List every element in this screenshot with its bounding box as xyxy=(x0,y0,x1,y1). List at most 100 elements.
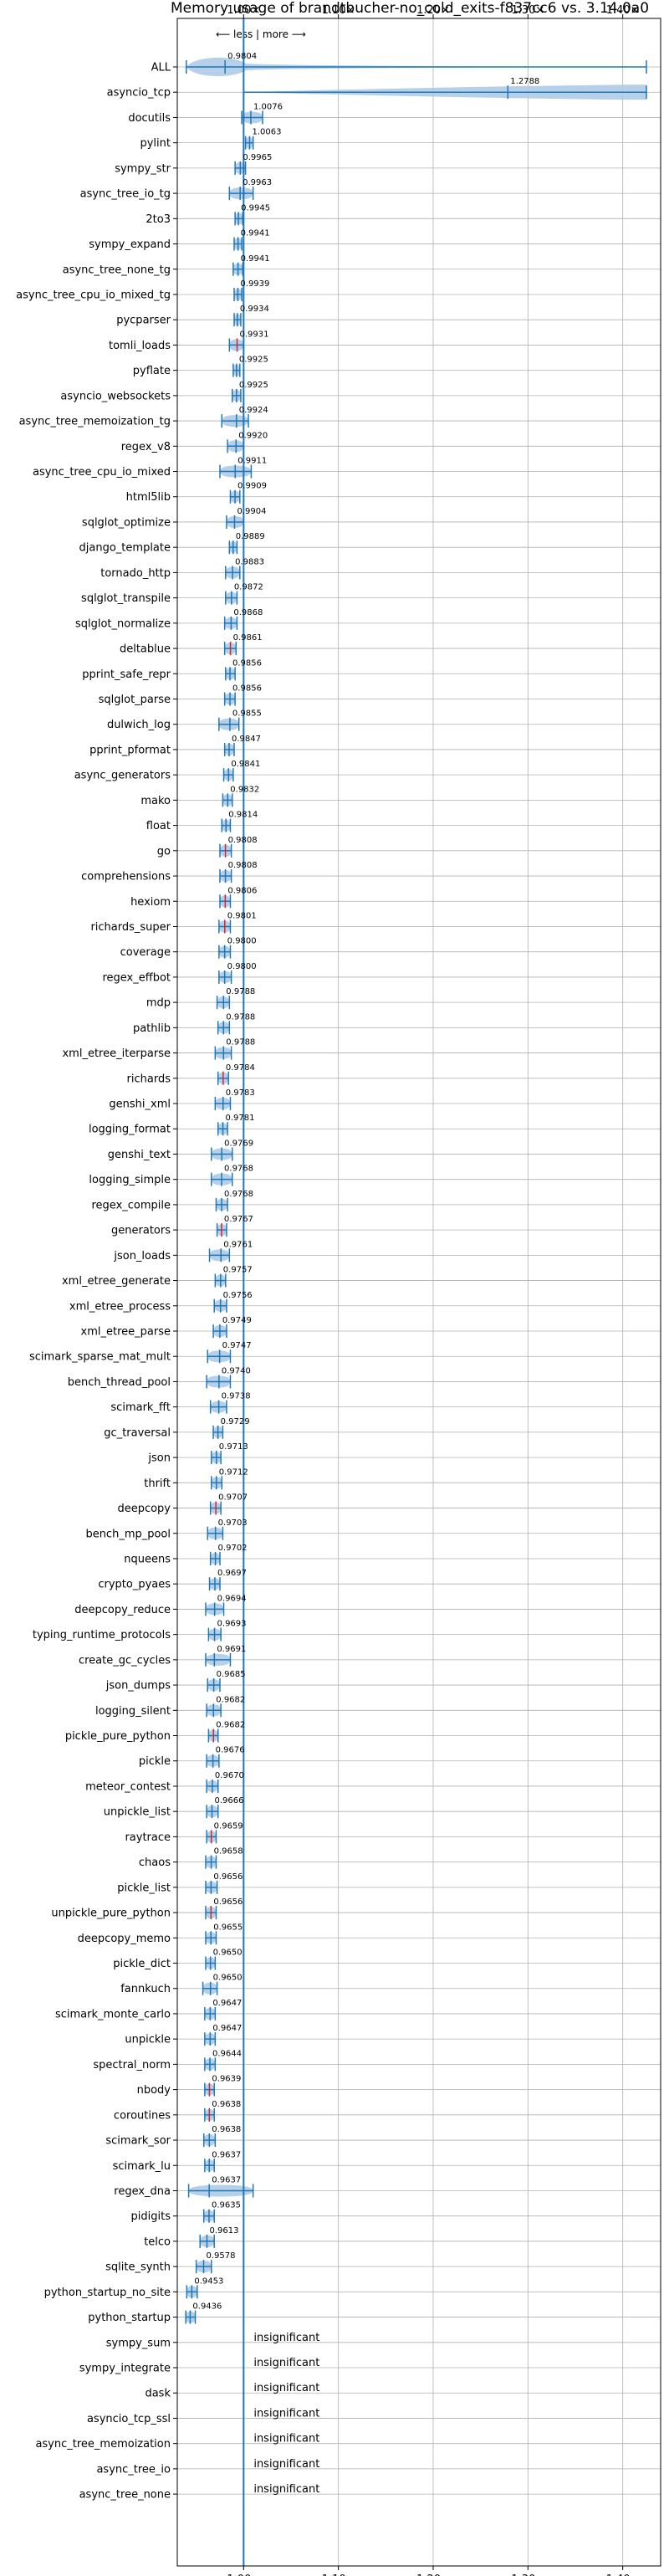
category-label: async_tree_io xyxy=(96,2463,171,2476)
category-label: pprint_pformat xyxy=(89,744,171,756)
insignificant-label: insignificant xyxy=(253,2458,319,2471)
category-label: sympy_str xyxy=(115,162,171,175)
x-tick-label-top: 1.30× xyxy=(511,4,544,17)
category-label: pickle xyxy=(139,1755,171,1768)
data-label: 0.9941 xyxy=(241,229,270,238)
category-label: sympy_expand xyxy=(89,238,171,251)
category-label: dask xyxy=(145,2388,171,2400)
data-label: 0.9924 xyxy=(239,406,268,415)
data-label: 0.9769 xyxy=(224,1139,253,1148)
category-label: pprint_safe_repr xyxy=(82,668,171,681)
category-label: asyncio_websockets xyxy=(60,390,171,402)
category-label: unpickle_list xyxy=(104,1806,171,1819)
data-label: 0.9650 xyxy=(213,1949,243,1958)
data-label: 0.9740 xyxy=(222,1366,251,1375)
data-label: 0.9909 xyxy=(237,482,267,491)
category-label: async_tree_io_tg xyxy=(80,188,171,201)
category-label: sqlglot_normalize xyxy=(75,617,171,630)
category-label: asyncio_tcp xyxy=(107,87,171,100)
category-label: gc_traversal xyxy=(104,1426,171,1439)
data-label: 0.9613 xyxy=(209,2226,238,2235)
category-label: mako xyxy=(140,795,171,807)
direction-hint: ⟵ less | more ⟶ xyxy=(216,28,306,40)
data-label: 0.9889 xyxy=(236,532,265,541)
category-label: scimark_lu xyxy=(113,2160,171,2173)
data-label: 0.9814 xyxy=(228,811,258,820)
category-label: async_tree_none_tg xyxy=(63,264,171,276)
data-label: 0.9729 xyxy=(221,1417,250,1426)
category-label: scimark_sor xyxy=(105,2135,171,2148)
plot-frame xyxy=(176,18,661,2567)
data-label: 0.9841 xyxy=(231,760,260,769)
category-label: bench_thread_pool xyxy=(68,1376,171,1389)
category-label: richards_super xyxy=(90,921,171,934)
category-label: typing_runtime_protocols xyxy=(33,1629,171,1641)
data-label: 0.9920 xyxy=(238,431,268,440)
insignificant-label: insignificant xyxy=(253,2433,319,2445)
data-label: 0.9738 xyxy=(222,1392,251,1401)
insignificant-label: insignificant xyxy=(253,2332,319,2344)
category-label: mdp xyxy=(146,997,171,1010)
data-label: 0.9757 xyxy=(223,1266,253,1275)
data-label: 0.9925 xyxy=(239,381,268,390)
category-label: nbody xyxy=(137,2084,171,2097)
category-label: xml_etree_generate xyxy=(62,1275,171,1288)
category-label: unpickle_pure_python xyxy=(51,1908,171,1920)
data-label: 0.9768 xyxy=(224,1190,253,1199)
category-label: genshi_xml xyxy=(109,1099,171,1111)
category-label: pickle_pure_python xyxy=(65,1730,171,1743)
data-label: 0.9712 xyxy=(219,1467,248,1477)
category-label: comprehensions xyxy=(81,871,171,883)
category-label: async_tree_none xyxy=(79,2489,171,2502)
category-label: async_generators xyxy=(74,770,171,782)
insignificant-label: insignificant xyxy=(253,2483,319,2496)
chart-title: Memory usage of brandtbucher-no_cold_exi… xyxy=(171,0,649,17)
data-label: 0.9703 xyxy=(218,1518,248,1528)
category-label: sqlglot_parse xyxy=(99,694,171,706)
category-label: json_loads xyxy=(113,1250,171,1262)
data-label: 0.9934 xyxy=(240,305,269,314)
category-label: sqlglot_transpile xyxy=(81,592,171,605)
data-label: 0.9637 xyxy=(212,2175,241,2184)
data-label: 0.9659 xyxy=(214,1821,243,1831)
category-label: spectral_norm xyxy=(93,2059,171,2072)
data-label: 0.9638 xyxy=(212,2100,241,2109)
data-label: 0.9808 xyxy=(228,861,258,870)
category-label: chaos xyxy=(139,1856,171,1869)
data-label: 0.9784 xyxy=(226,1063,255,1073)
category-label: pathlib xyxy=(133,1022,171,1035)
data-label: 0.9931 xyxy=(240,330,269,339)
data-label: 1.0076 xyxy=(253,102,283,111)
category-label: regex_dna xyxy=(114,2185,171,2198)
data-label: 0.9883 xyxy=(235,557,264,566)
category-label: unpickle xyxy=(125,2034,171,2046)
category-label: scimark_monte_carlo xyxy=(55,2008,171,2020)
data-label: 0.9644 xyxy=(212,2049,242,2058)
category-label: async_tree_memoization xyxy=(35,2438,171,2451)
category-label: richards xyxy=(127,1073,171,1085)
category-label: hexiom xyxy=(130,896,171,909)
data-label: 0.9872 xyxy=(234,583,263,592)
category-label: xml_etree_iterparse xyxy=(62,1047,171,1060)
data-label: 0.9647 xyxy=(212,1999,242,2008)
category-label: bench_mp_pool xyxy=(85,1528,171,1540)
data-label: 0.9939 xyxy=(240,279,269,289)
category-label: ALL xyxy=(151,62,171,74)
category-label: float xyxy=(146,820,171,832)
data-label: 0.9656 xyxy=(213,1897,243,1907)
data-label: 0.9676 xyxy=(216,1746,245,1755)
data-label: 0.9806 xyxy=(227,886,257,895)
data-label: 0.9756 xyxy=(223,1291,253,1300)
data-label: 1.2788 xyxy=(510,77,539,86)
data-label: 0.9808 xyxy=(228,836,258,845)
data-label: 0.9783 xyxy=(226,1088,255,1098)
data-label: 0.9638 xyxy=(212,2125,241,2134)
data-label: 0.9781 xyxy=(226,1114,255,1123)
category-label: genshi_text xyxy=(108,1149,171,1161)
data-label: 0.9911 xyxy=(237,457,267,466)
data-label: 0.9856 xyxy=(232,658,262,668)
data-label: 0.9697 xyxy=(217,1569,247,1578)
category-label: logging_format xyxy=(89,1124,171,1136)
